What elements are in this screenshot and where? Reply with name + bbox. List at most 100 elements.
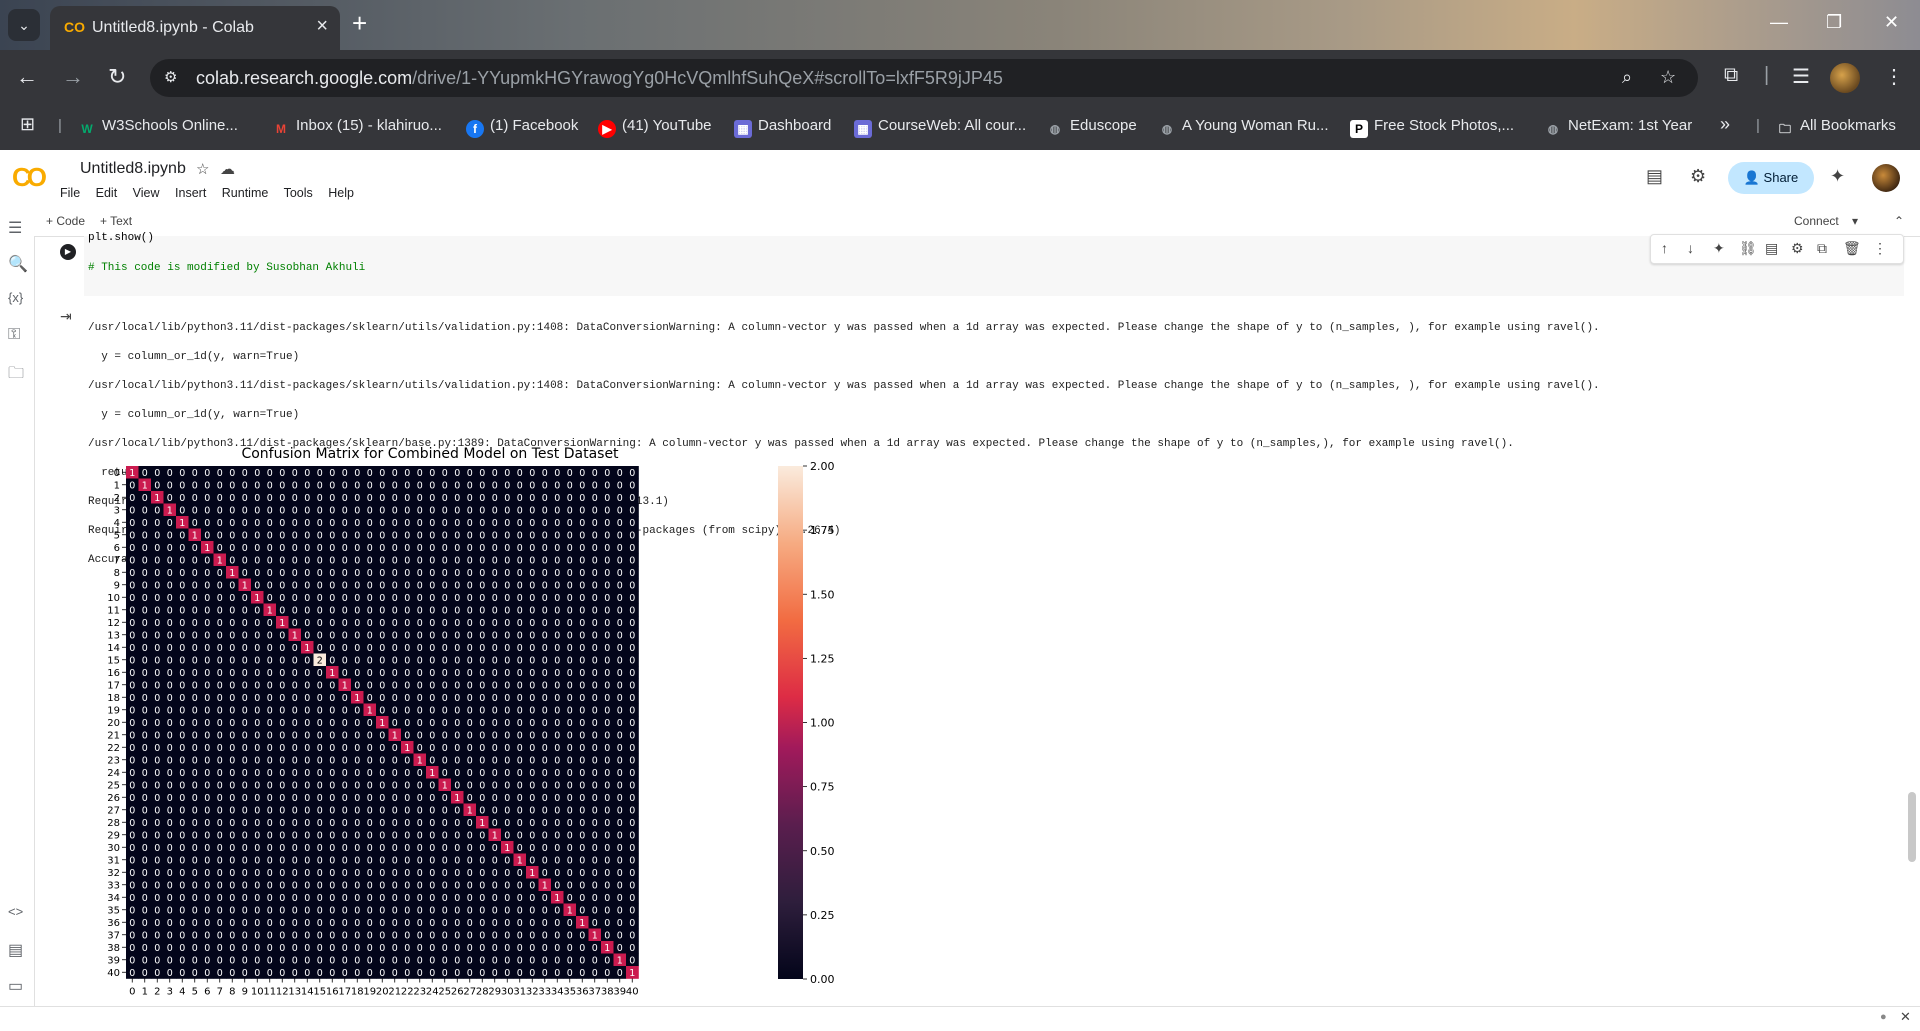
notebook-title[interactable]: Untitled8.ipynb — [80, 160, 186, 177]
media-control-icon[interactable]: ☰ — [1792, 66, 1810, 88]
minimize-icon[interactable]: — — [1770, 12, 1788, 32]
more-bookmarks-icon[interactable]: » — [1720, 114, 1731, 134]
move-down-icon[interactable]: ↓ — [1687, 240, 1694, 256]
heatmap-cell — [426, 553, 439, 567]
bookmark-netexam[interactable]: ◍ NetExam: 1st Year — [1544, 117, 1692, 138]
extensions-icon[interactable]: ⧉ — [1724, 64, 1739, 86]
heatmap-cell-label: 0 — [192, 755, 198, 766]
heatmap-cell-label: 0 — [292, 518, 298, 529]
bookmark-eduscope[interactable]: ◍ Eduscope — [1046, 117, 1137, 138]
terminal-icon[interactable]: ▭ — [8, 978, 24, 995]
files-folder-icon[interactable]: 🗀 — [8, 365, 25, 382]
bookmark-facebook[interactable]: f (1) Facebook — [466, 117, 578, 138]
menu-edit[interactable]: Edit — [95, 186, 118, 200]
heatmap-cell-label: 0 — [579, 505, 585, 516]
restore-icon[interactable]: ❐ — [1826, 12, 1843, 32]
heatmap-cell-label: 0 — [192, 505, 198, 516]
menu-view[interactable]: View — [132, 186, 160, 200]
variables-icon[interactable]: {x} — [8, 290, 24, 305]
delete-icon[interactable]: 🗑 — [1843, 240, 1861, 256]
menu-file[interactable]: File — [60, 186, 81, 200]
collapse-icon[interactable]: ⌃ — [1894, 214, 1905, 228]
heatmap-cell-label: 0 — [417, 693, 423, 704]
site-info-icon[interactable]: ⚙ — [164, 69, 178, 86]
find-icon[interactable]: 🔍 — [8, 256, 28, 273]
heatmap-cell-label: 0 — [179, 493, 185, 504]
heatmap-cell-label: 0 — [442, 630, 448, 641]
heatmap-cell-label: 0 — [467, 718, 473, 729]
close-tab-icon[interactable]: × — [316, 15, 328, 37]
menu-insert[interactable]: Insert — [175, 186, 207, 200]
gemini-cell-icon[interactable]: ✦ — [1713, 240, 1725, 256]
heatmap-cell-label: 0 — [242, 893, 248, 904]
heatmap-cell-label: 0 — [229, 643, 235, 654]
heatmap-cell-label: 0 — [379, 805, 385, 816]
share-button[interactable]: 👤 Share — [1728, 162, 1814, 194]
close-window-icon[interactable]: ✕ — [1884, 12, 1900, 32]
run-cell-button[interactable]: ▶ — [60, 244, 76, 260]
cloud-icon[interactable]: ☁ — [220, 161, 235, 178]
url-text[interactable]: colab.research.google.com/drive/1-YYupmk… — [196, 68, 1003, 88]
command-palette-icon[interactable]: ▤ — [8, 942, 24, 959]
bookmark-courseweb[interactable]: ▦ CourseWeb: All cour... — [854, 117, 1026, 138]
cell-settings-icon[interactable]: ⚙ — [1791, 240, 1804, 256]
apps-grid-icon[interactable]: ⊞ — [20, 114, 36, 134]
colab-logo-icon[interactable]: CO — [12, 162, 47, 192]
comment-icon[interactable]: ▤ — [1646, 166, 1664, 186]
heatmap-cell-label: 0 — [442, 768, 448, 779]
heatmap-cell-label: 0 — [279, 755, 285, 766]
bookmark-star-icon[interactable]: ☆ — [1660, 67, 1677, 87]
heatmap-cell-label: 0 — [304, 493, 310, 504]
back-icon[interactable]: ← — [16, 64, 38, 89]
heatmap-cell — [201, 503, 214, 517]
more-options-icon[interactable]: ⋮ — [1873, 240, 1887, 256]
add-text-button[interactable]: + Text — [100, 214, 133, 228]
output-actions-icon[interactable]: ⇥ — [60, 308, 72, 324]
heatmap-cell-label: 0 — [479, 618, 485, 629]
heatmap-cell-label: 0 — [329, 818, 335, 829]
bookmark-pexels[interactable]: P Free Stock Photos,... — [1350, 117, 1514, 138]
forward-icon[interactable]: → — [62, 64, 84, 89]
connect-dropdown-icon[interactable]: ▾ — [1852, 214, 1859, 228]
close-footer-icon[interactable]: ✕ — [1900, 1009, 1911, 1024]
bookmark-youtube[interactable]: ▶ (41) YouTube — [598, 117, 712, 138]
toc-icon[interactable]: ☰ — [8, 220, 23, 237]
scrollbar[interactable] — [1908, 792, 1916, 862]
heatmap-cell-label: 0 — [229, 880, 235, 891]
heatmap-cell-label: 0 — [254, 718, 260, 729]
heatmap-cell-label: 0 — [517, 655, 523, 666]
settings-gear-icon[interactable]: ⚙ — [1690, 166, 1707, 186]
add-code-button[interactable]: + Code — [46, 214, 86, 228]
mirror-cell-icon[interactable]: ⧉ — [1817, 240, 1827, 256]
code-cell-editor[interactable]: plt.show() # This code is modified by Su… — [84, 232, 605, 296]
user-avatar[interactable] — [1872, 164, 1900, 192]
gemini-sparkle-icon[interactable]: ✦ — [1830, 166, 1846, 186]
heatmap-cell — [326, 478, 339, 492]
new-tab-icon[interactable]: + — [352, 8, 368, 38]
all-bookmarks[interactable]: 🗀 All Bookmarks — [1776, 117, 1896, 138]
heatmap-cell-label: 0 — [379, 930, 385, 941]
move-up-icon[interactable]: ↑ — [1661, 240, 1668, 256]
tab-search-button[interactable]: ⌄ — [8, 9, 40, 41]
omnibox[interactable]: ⚙ colab.research.google.com/drive/1-YYup… — [150, 59, 1698, 97]
menu-tools[interactable]: Tools — [283, 186, 313, 200]
secrets-key-icon[interactable]: ⚿ — [8, 326, 21, 343]
bookmark-w3schools[interactable]: W W3Schools Online... — [78, 117, 238, 138]
heatmap-cell-label: 0 — [217, 755, 223, 766]
bookmark-young-woman[interactable]: ◍ A Young Woman Ru... — [1158, 117, 1329, 138]
reload-icon[interactable]: ↻ — [108, 64, 127, 89]
profile-avatar[interactable] — [1830, 63, 1860, 93]
star-icon[interactable]: ☆ — [196, 161, 210, 178]
chrome-menu-icon[interactable]: ⋮ — [1884, 66, 1904, 88]
comment-cell-icon[interactable]: ▤ — [1765, 240, 1779, 256]
browser-tab[interactable]: CO Untitled8.ipynb - Colab × — [50, 6, 340, 50]
connect-button[interactable]: Connect — [1794, 214, 1839, 228]
menu-runtime[interactable]: Runtime — [221, 186, 269, 200]
bookmark-dashboard[interactable]: ▦ Dashboard — [734, 117, 831, 138]
link-icon[interactable]: ⛓ — [1739, 240, 1757, 256]
heatmap-cell-label: 0 — [392, 768, 398, 779]
code-snippets-icon[interactable]: <> — [8, 904, 24, 919]
zoom-icon[interactable]: ⌕ — [1622, 67, 1633, 87]
menu-help[interactable]: Help — [328, 186, 354, 200]
bookmark-gmail[interactable]: M Inbox (15) - klahiruo... — [272, 117, 442, 138]
